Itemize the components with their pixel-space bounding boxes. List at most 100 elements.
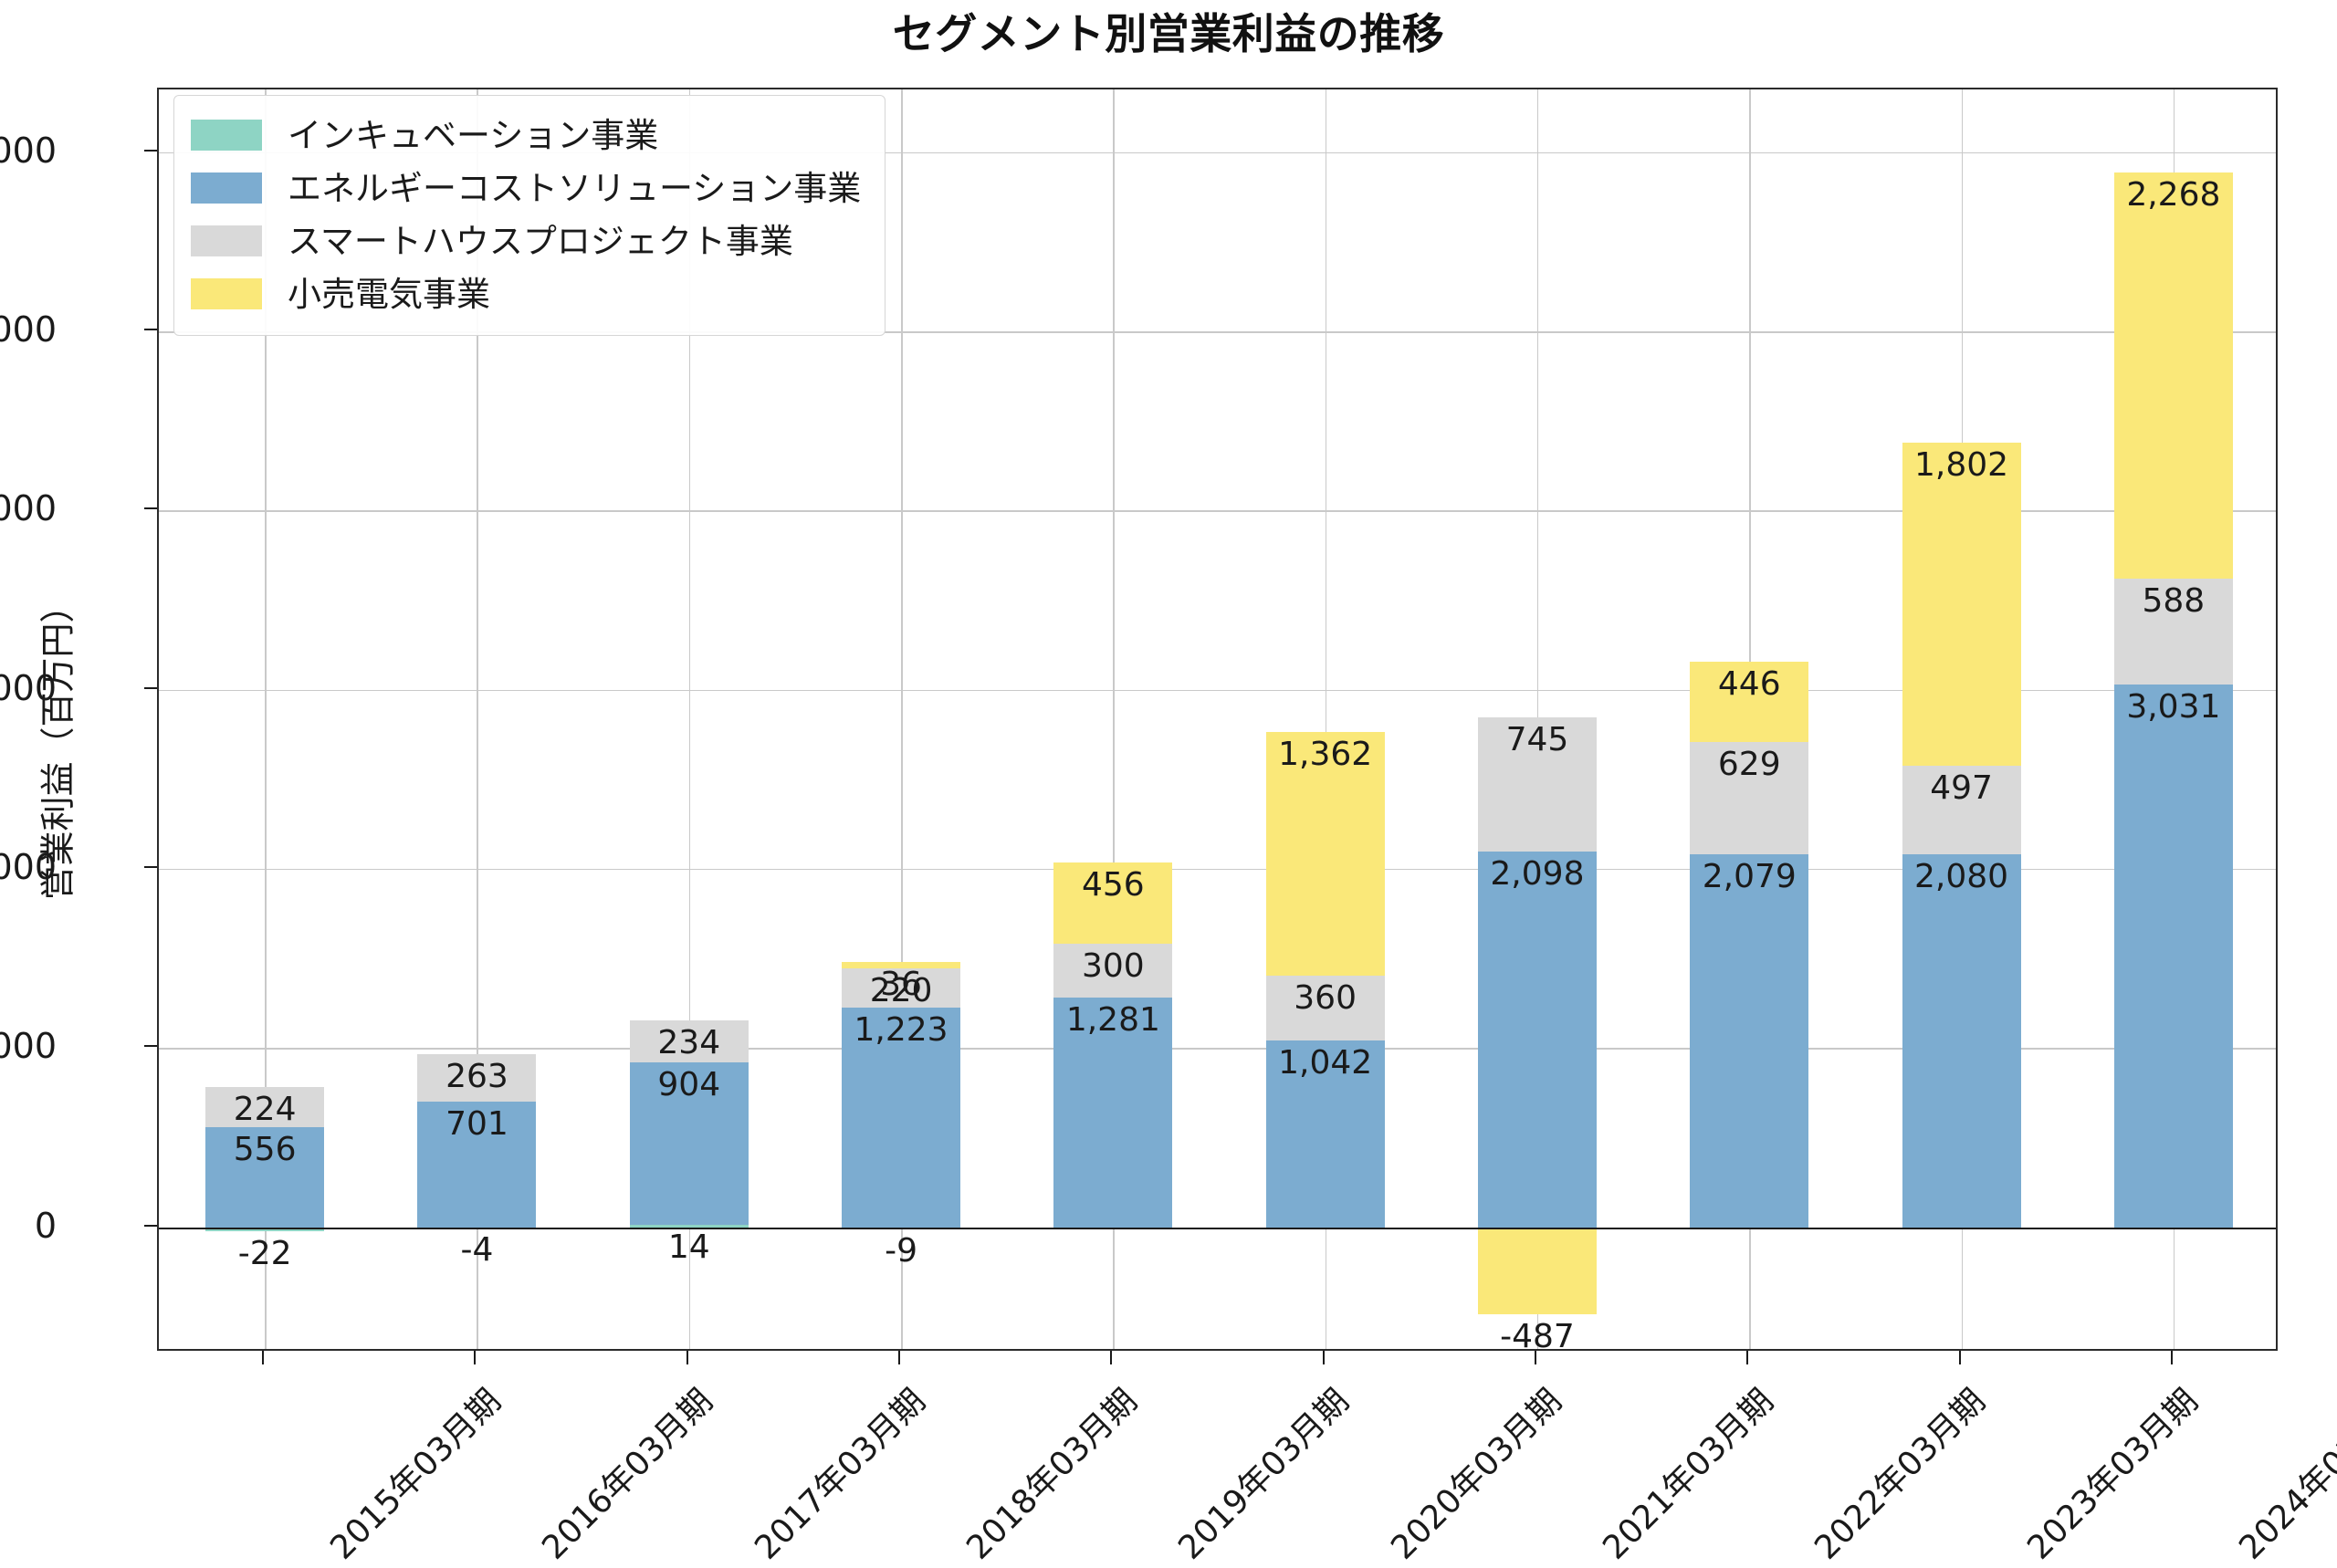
- bar-value-label: 224: [233, 1091, 297, 1129]
- bar-value-label: -22: [237, 1234, 292, 1272]
- bar-segment: [2113, 579, 2233, 685]
- x-axis-tick-label: 2024年03月期: [2232, 1382, 2337, 1567]
- y-axis-tick-mark: [144, 865, 158, 868]
- bar-value-label: 745: [1505, 721, 1569, 759]
- bar-value-label: 1,802: [1914, 445, 2009, 484]
- x-axis-tick-mark: [1322, 1351, 1325, 1364]
- bar-value-label: 2,098: [1490, 854, 1585, 893]
- bar-segment: [2113, 684, 2233, 1228]
- y-axis-tick-label: 4,000: [0, 488, 57, 529]
- x-axis-tick-label: 2019年03月期: [1171, 1382, 1357, 1567]
- chart-legend: インキュベーション事業エネルギーコストソリューション事業スマートハウスプロジェク…: [173, 95, 886, 336]
- y-axis-tick-mark: [144, 1224, 158, 1227]
- legend-item[interactable]: エネルギーコストソリューション事業: [191, 162, 861, 214]
- y-axis-label: 営業利益（百万円）: [37, 588, 79, 901]
- y-axis-tick-mark: [144, 1045, 158, 1048]
- gridline-horizontal: [159, 510, 2276, 512]
- zero-baseline: [159, 1227, 2276, 1230]
- x-axis-tick-mark: [262, 1351, 265, 1364]
- y-axis-tick-label: 5,000: [0, 309, 57, 350]
- x-axis-tick-label: 2018年03月期: [959, 1382, 1145, 1567]
- legend-item[interactable]: スマートハウスプロジェクト事業: [191, 214, 861, 267]
- bar-segment: [1477, 851, 1597, 1228]
- bar-segment: [1265, 976, 1385, 1041]
- bar-value-label: 1,223: [854, 1011, 948, 1050]
- gridline-vertical: [1113, 89, 1115, 1349]
- y-axis-tick-mark: [144, 686, 158, 689]
- legend-item[interactable]: インキュベーション事業: [191, 109, 861, 162]
- legend-color-swatch: [191, 172, 262, 204]
- bar-segment: [842, 962, 961, 969]
- bar-value-label: 1,362: [1278, 735, 1373, 773]
- gridline-vertical: [901, 89, 903, 1349]
- gridline-horizontal: [159, 152, 2276, 154]
- x-axis-tick-mark: [1958, 1351, 1961, 1364]
- legend-item-label: エネルギーコストソリューション事業: [288, 168, 862, 208]
- bar-segment: [842, 968, 961, 1009]
- y-axis-tick-label: 6,000: [0, 130, 57, 171]
- bar-segment: [1902, 854, 2021, 1228]
- bar-value-label: 234: [657, 1024, 721, 1062]
- bar-segment: [417, 1101, 537, 1228]
- bar-segment: [842, 1008, 961, 1228]
- bar-segment: [417, 1054, 537, 1102]
- bar-value-label: 220: [869, 972, 933, 1010]
- bar-segment: [1902, 765, 2021, 855]
- legend-color-swatch: [191, 278, 262, 309]
- y-axis-tick-label: 0: [34, 1205, 57, 1246]
- x-axis-tick-label: 2023年03月期: [2019, 1382, 2206, 1567]
- y-axis-tick-mark: [144, 149, 158, 152]
- gridline-horizontal: [159, 1048, 2276, 1050]
- chart-title: セグメント別営業利益の推移: [892, 9, 1445, 58]
- gridline-horizontal: [159, 689, 2276, 692]
- bar-segment: [1265, 1040, 1385, 1228]
- gridline-vertical: [688, 89, 691, 1349]
- bar-value-label: 300: [1081, 947, 1145, 986]
- x-axis-tick-mark: [1746, 1351, 1749, 1364]
- x-axis-tick-label: 2022年03月期: [1808, 1382, 1994, 1567]
- bar-value-label: 456: [1081, 865, 1145, 904]
- gridline-vertical: [477, 89, 478, 1349]
- y-axis-tick-label: 3,000: [0, 667, 57, 708]
- y-axis-tick-mark: [144, 507, 158, 510]
- gridline-vertical: [1325, 89, 1327, 1349]
- bar-value-label: 629: [1717, 745, 1781, 783]
- legend-item[interactable]: 小売電気事業: [191, 267, 861, 320]
- bar-segment: [1053, 944, 1173, 998]
- x-axis-tick-mark: [686, 1351, 688, 1364]
- bar-segment: [629, 1020, 749, 1063]
- legend-item-label: インキュベーション事業: [288, 115, 659, 155]
- bar-segment: [205, 1087, 325, 1128]
- x-axis-tick-label: 2016年03月期: [535, 1382, 721, 1567]
- bar-value-label: 1,042: [1278, 1044, 1373, 1082]
- legend-item-label: 小売電気事業: [288, 274, 490, 314]
- bar-segment: [1053, 862, 1173, 945]
- bar-value-label: 904: [657, 1066, 721, 1104]
- x-axis-tick-mark: [1534, 1351, 1536, 1364]
- x-axis-tick-label: 2021年03月期: [1596, 1382, 1781, 1567]
- bar-segment: [1477, 717, 1597, 852]
- bar-segment: [629, 1062, 749, 1225]
- bar-value-label: 588: [2142, 582, 2206, 621]
- bar-value-label: 446: [1717, 665, 1781, 704]
- bar-value-label: 3,031: [2126, 687, 2221, 726]
- gridline-horizontal: [159, 868, 2276, 871]
- bar-value-label: 497: [1930, 768, 1993, 807]
- legend-color-swatch: [191, 120, 262, 151]
- bar-segment: [1690, 854, 1809, 1228]
- x-axis-tick-mark: [474, 1351, 477, 1364]
- bar-value-label: -9: [885, 1232, 917, 1270]
- gridline-vertical: [265, 89, 267, 1349]
- x-axis-tick-mark: [898, 1351, 901, 1364]
- bar-segment: [1690, 662, 1809, 742]
- bar-value-label: -4: [460, 1231, 494, 1270]
- bar-value-label: 360: [1294, 979, 1357, 1018]
- bar-value-label: -487: [1500, 1318, 1575, 1351]
- bar-value-label: 14: [667, 1228, 710, 1266]
- bar-value-label: 2,080: [1914, 858, 2009, 896]
- bar-segment: [205, 1127, 325, 1228]
- x-axis-tick-mark: [2170, 1351, 2173, 1364]
- bar-value-label: 701: [445, 1104, 508, 1143]
- bar-value-label: 1,281: [1065, 1001, 1160, 1040]
- y-axis-tick-label: 1,000: [0, 1026, 57, 1067]
